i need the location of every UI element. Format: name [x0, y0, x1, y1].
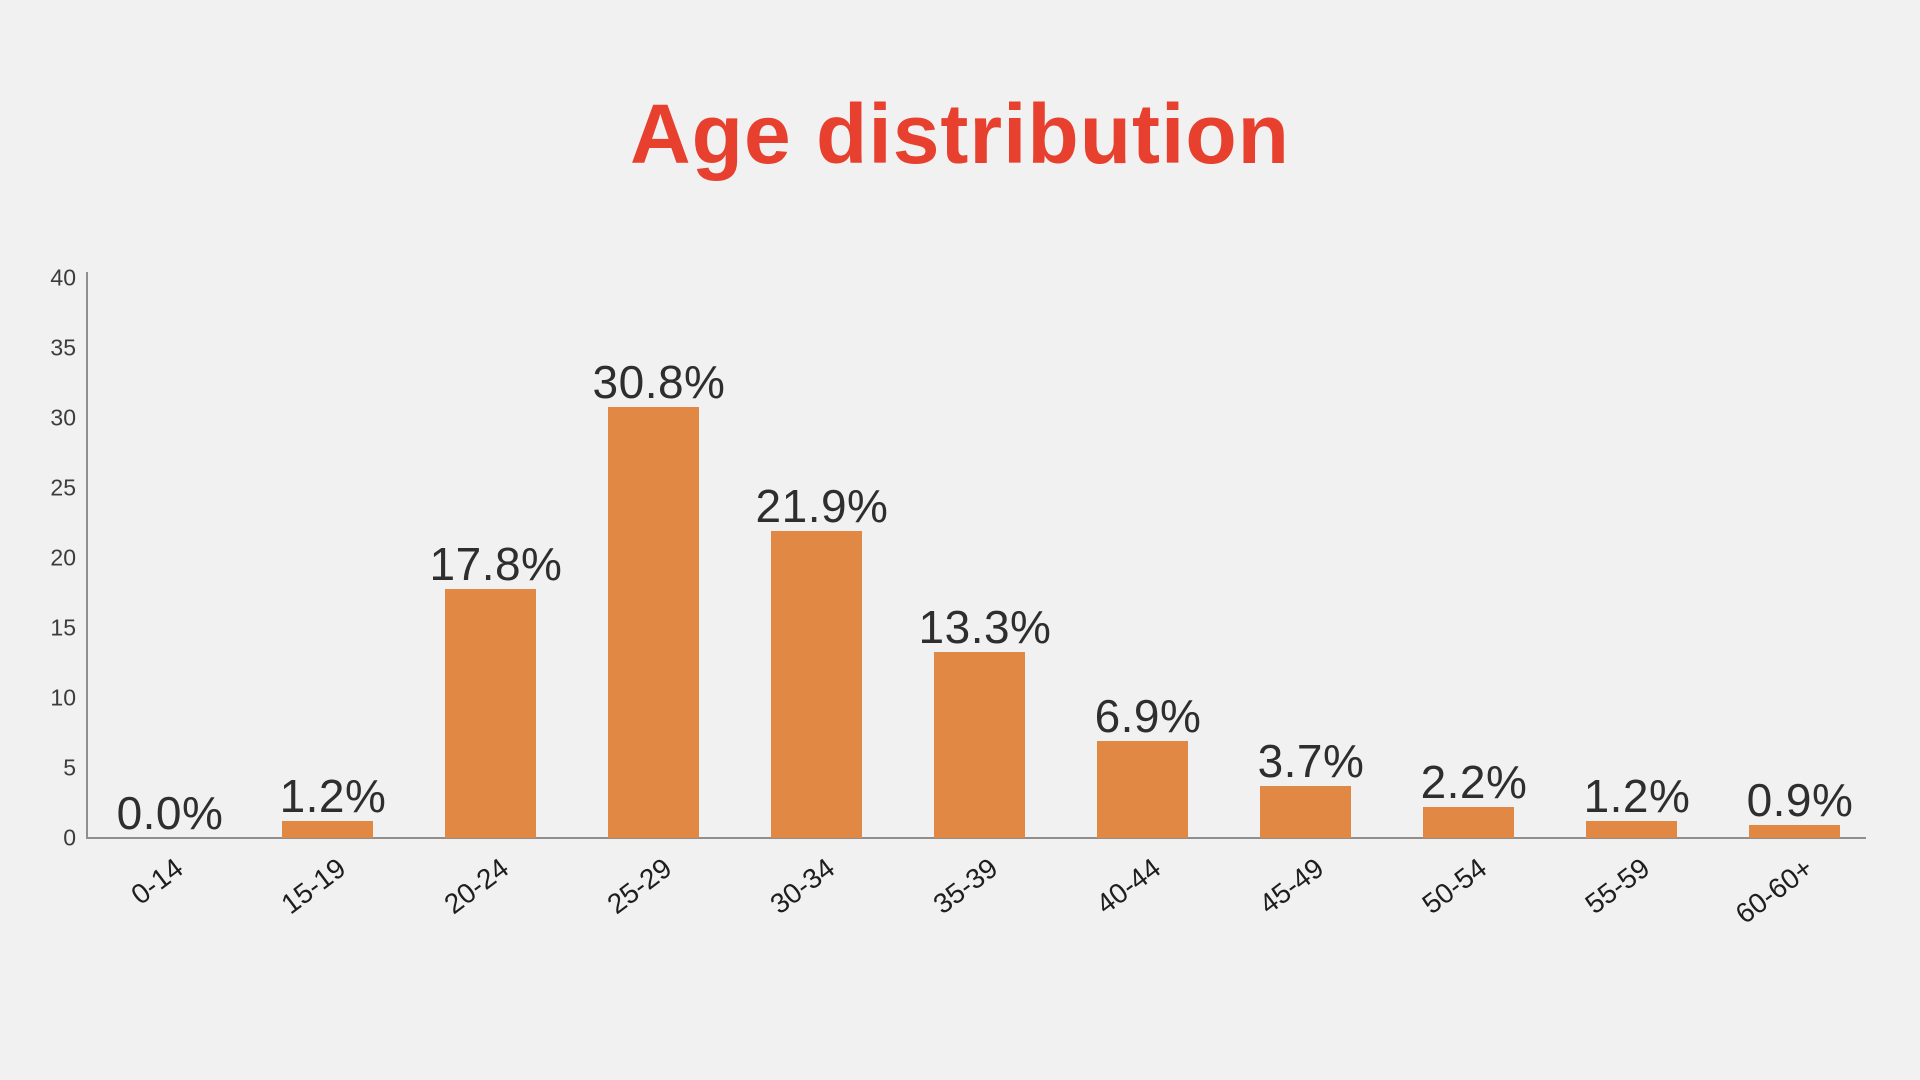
bar-value-label: 3.7% [1257, 735, 1365, 787]
y-axis-line [86, 272, 88, 838]
x-axis-label: 0-14 [125, 852, 189, 911]
bar-value-label: 0.9% [1746, 774, 1854, 826]
x-axis-label: 35-39 [927, 852, 1004, 920]
x-axis-label: 60-60+ [1729, 852, 1819, 930]
bar [1096, 741, 1188, 838]
y-tick-label: 25 [50, 474, 76, 501]
bar [770, 531, 862, 838]
bar-value-label: 0.0% [116, 787, 224, 839]
x-axis-label: 15-19 [275, 852, 352, 920]
x-axis-label: 55-59 [1579, 852, 1656, 920]
y-tick-label: 35 [50, 334, 76, 361]
bar [1259, 786, 1351, 838]
bar-value-label: 1.2% [1583, 770, 1691, 822]
chart-title: Age distribution [630, 87, 1290, 181]
bar [1422, 807, 1514, 838]
bar [933, 652, 1025, 838]
bar [444, 589, 536, 838]
bar-value-label: 13.3% [918, 601, 1052, 653]
x-axis-label: 25-29 [601, 852, 678, 920]
x-axis-label: 20-24 [438, 852, 515, 920]
bar-value-label: 1.2% [279, 770, 387, 822]
x-axis-label: 45-49 [1253, 852, 1330, 920]
bar [1748, 825, 1840, 838]
x-axis-label: 50-54 [1416, 852, 1493, 920]
bar-value-label: 17.8% [429, 538, 563, 590]
x-axis-label: 40-44 [1090, 852, 1167, 920]
x-axis-line [86, 837, 1866, 839]
y-tick-label: 15 [50, 614, 76, 641]
bar [281, 821, 373, 838]
bar-value-label: 21.9% [755, 480, 889, 532]
y-tick-label: 20 [50, 544, 76, 571]
y-tick-label: 30 [50, 404, 76, 431]
y-tick-label: 10 [50, 684, 76, 711]
y-tick-label: 5 [63, 754, 76, 781]
bar [1585, 821, 1677, 838]
x-axis-label: 30-34 [764, 852, 841, 920]
bar-value-label: 6.9% [1094, 690, 1202, 742]
bar-value-label: 30.8% [592, 356, 726, 408]
y-tick-label: 0 [63, 824, 76, 851]
bar [607, 407, 699, 838]
y-tick-label: 40 [50, 264, 76, 291]
bar-value-label: 2.2% [1420, 756, 1528, 808]
